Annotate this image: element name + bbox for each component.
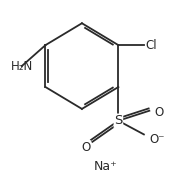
Text: O: O [81, 141, 90, 154]
Text: Cl: Cl [146, 39, 157, 52]
Text: H₂N: H₂N [11, 60, 33, 73]
Text: S: S [114, 114, 123, 127]
Text: Na⁺: Na⁺ [94, 160, 118, 173]
Text: O⁻: O⁻ [149, 133, 165, 146]
Text: O: O [155, 106, 164, 119]
